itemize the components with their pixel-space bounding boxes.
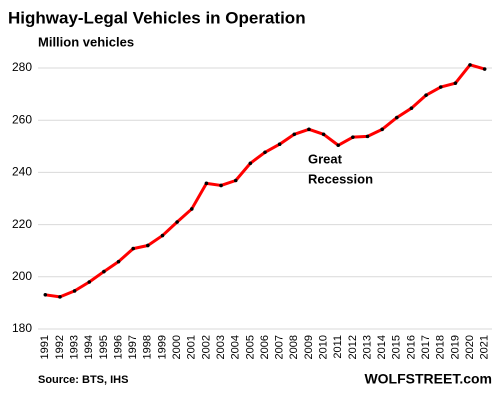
x-tick-label: 2019	[449, 335, 461, 359]
data-point	[380, 127, 384, 132]
credit: WOLFSTREET.com	[364, 371, 492, 387]
x-tick-label: 2005	[244, 335, 256, 359]
data-point	[321, 132, 326, 137]
data-point	[336, 143, 341, 148]
y-tick-label: 260	[12, 112, 32, 126]
data-point	[424, 93, 428, 97]
x-tick-label: 2003	[215, 335, 227, 359]
x-tick-label: 2012	[347, 335, 359, 359]
data-point	[189, 207, 194, 211]
source: Source: BTS, IHS	[38, 374, 128, 386]
data-point	[248, 161, 253, 166]
x-tick-label: 2011	[332, 335, 344, 359]
y-tick-label: 240	[12, 165, 32, 179]
x-tick-label: 1994	[83, 335, 95, 359]
data-point	[409, 106, 414, 110]
x-tick-label: 2015	[391, 335, 403, 359]
chart-subtitle: Million vehicles	[38, 34, 134, 49]
x-tick-label: 1996	[112, 335, 124, 359]
data-point	[277, 142, 282, 147]
x-tick-label: 2002	[200, 335, 212, 359]
data-point	[204, 181, 209, 186]
data-point	[395, 115, 399, 120]
data-point	[453, 81, 458, 85]
x-tick-label: 1991	[39, 335, 51, 359]
data-point	[43, 293, 48, 297]
data-point	[365, 134, 370, 139]
data-point	[219, 183, 223, 188]
x-tick-label: 2021	[479, 335, 491, 359]
annotation: Great	[308, 151, 343, 166]
data-point	[233, 178, 238, 183]
y-tick-label: 220	[12, 217, 32, 231]
x-tick-label: 2009	[303, 335, 315, 359]
y-tick-label: 200	[12, 269, 32, 283]
data-point	[87, 280, 92, 284]
y-tick-label: 280	[12, 60, 32, 74]
x-tick-label: 2001	[186, 335, 198, 359]
x-tick-label: 2008	[288, 335, 300, 359]
x-tick-label: 2013	[361, 335, 373, 359]
x-tick-label: 1999	[156, 335, 168, 359]
data-point	[292, 132, 297, 137]
x-tick-label: 2004	[230, 335, 242, 359]
data-point	[307, 127, 311, 132]
data-point	[131, 246, 135, 251]
x-tick-label: 1995	[98, 335, 110, 359]
x-tick-label: 2014	[376, 335, 388, 359]
x-tick-label: 2016	[405, 335, 417, 359]
x-tick-label: 1993	[69, 335, 81, 359]
x-tick-label: 2000	[171, 335, 183, 359]
data-point	[351, 135, 355, 139]
data-point	[468, 63, 472, 67]
x-tick-label: 2017	[420, 335, 432, 359]
x-tick-label: 1997	[127, 335, 139, 359]
x-tick-label: 2020	[464, 335, 476, 359]
y-tick-label: 180	[12, 321, 32, 335]
data-point	[263, 150, 267, 155]
x-tick-label: 1998	[142, 335, 154, 359]
x-tick-label: 1992	[54, 335, 66, 359]
data-point	[482, 67, 487, 71]
x-tick-label: 2010	[317, 335, 329, 359]
x-tick-label: 2006	[259, 335, 271, 359]
x-tick-label: 2018	[435, 335, 447, 359]
data-point	[58, 295, 62, 299]
x-tick-label: 2007	[274, 335, 286, 359]
data-point	[175, 220, 179, 224]
data-point	[102, 269, 106, 274]
chart-title: Highway-Legal Vehicles in Operation	[8, 8, 306, 27]
annotation: Recession	[308, 171, 373, 186]
data-point	[146, 243, 150, 248]
data-point	[116, 259, 121, 264]
data-point	[160, 233, 165, 238]
data-point	[438, 85, 443, 89]
data-point	[72, 289, 77, 293]
data-line	[45, 63, 486, 299]
